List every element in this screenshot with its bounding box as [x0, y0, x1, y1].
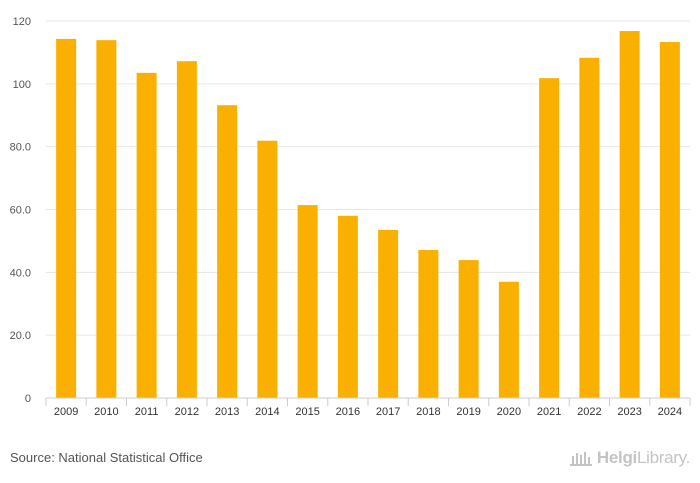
helgi-library-logo[interactable]: HelgiLibrary. [569, 448, 690, 468]
source-note: Source: National Statistical Office [10, 450, 203, 465]
bar-2017[interactable] [378, 229, 399, 398]
x-tick-label: 2020 [497, 406, 521, 418]
logo-text-helgi: Helgi [596, 448, 637, 467]
bar-2024[interactable] [659, 42, 680, 399]
x-tick-label: 2010 [94, 406, 118, 418]
bar-2015[interactable] [297, 205, 318, 398]
bar-2016[interactable] [337, 215, 358, 398]
x-tick-label: 2014 [255, 406, 279, 418]
bar-2022[interactable] [579, 57, 600, 398]
y-tick-label: 0 [25, 393, 31, 405]
bar-2011[interactable] [136, 72, 157, 399]
bar-2020[interactable] [498, 281, 519, 398]
y-tick-label: 20.0 [10, 330, 31, 342]
y-tick-label: 120 [13, 16, 31, 28]
bar-2023[interactable] [619, 31, 640, 398]
x-tick-label: 2016 [336, 406, 360, 418]
x-tick-label: 2012 [175, 406, 199, 418]
x-tick-label: 2023 [617, 406, 641, 418]
library-building-icon [569, 452, 592, 466]
x-tick-label: 2017 [376, 406, 400, 418]
y-tick-label: 80.0 [10, 142, 31, 154]
bar-2010[interactable] [96, 40, 117, 399]
x-tick-label: 2021 [537, 406, 561, 418]
y-tick-label: 60.0 [10, 205, 31, 217]
bar-2018[interactable] [418, 250, 439, 398]
bar-2009[interactable] [56, 38, 77, 398]
x-tick-label: 2019 [456, 406, 480, 418]
bar-2021[interactable] [539, 78, 560, 398]
x-tick-label: 2011 [135, 406, 159, 418]
y-tick-label: 100 [13, 79, 31, 91]
bar-2013[interactable] [217, 105, 238, 399]
x-tick-label: 2013 [215, 406, 239, 418]
bar-2019[interactable] [458, 260, 479, 398]
x-tick-label: 2024 [658, 406, 682, 418]
bars [56, 31, 680, 399]
x-tick-label: 2009 [54, 406, 78, 418]
bar-2014[interactable] [257, 140, 278, 398]
y-tick-label: 40.0 [10, 267, 31, 279]
x-tick-label: 2018 [416, 406, 440, 418]
y-axis-ticks: 0 20.0 40.0 60.0 80.0 100 120 [10, 16, 31, 405]
x-axis: 2009 2010 2011 2012 2013 2014 2015 2016 2017 2018… [45, 397, 691, 418]
logo-text-library: Library. [636, 448, 690, 467]
bar-2012[interactable] [176, 61, 197, 399]
x-tick-label: 2022 [577, 406, 601, 418]
bar-chart: 0 20.0 40.0 60.0 80.0 100 120 2009 2010 2011 2012… [10, 16, 691, 418]
x-tick-label: 2015 [295, 406, 319, 418]
